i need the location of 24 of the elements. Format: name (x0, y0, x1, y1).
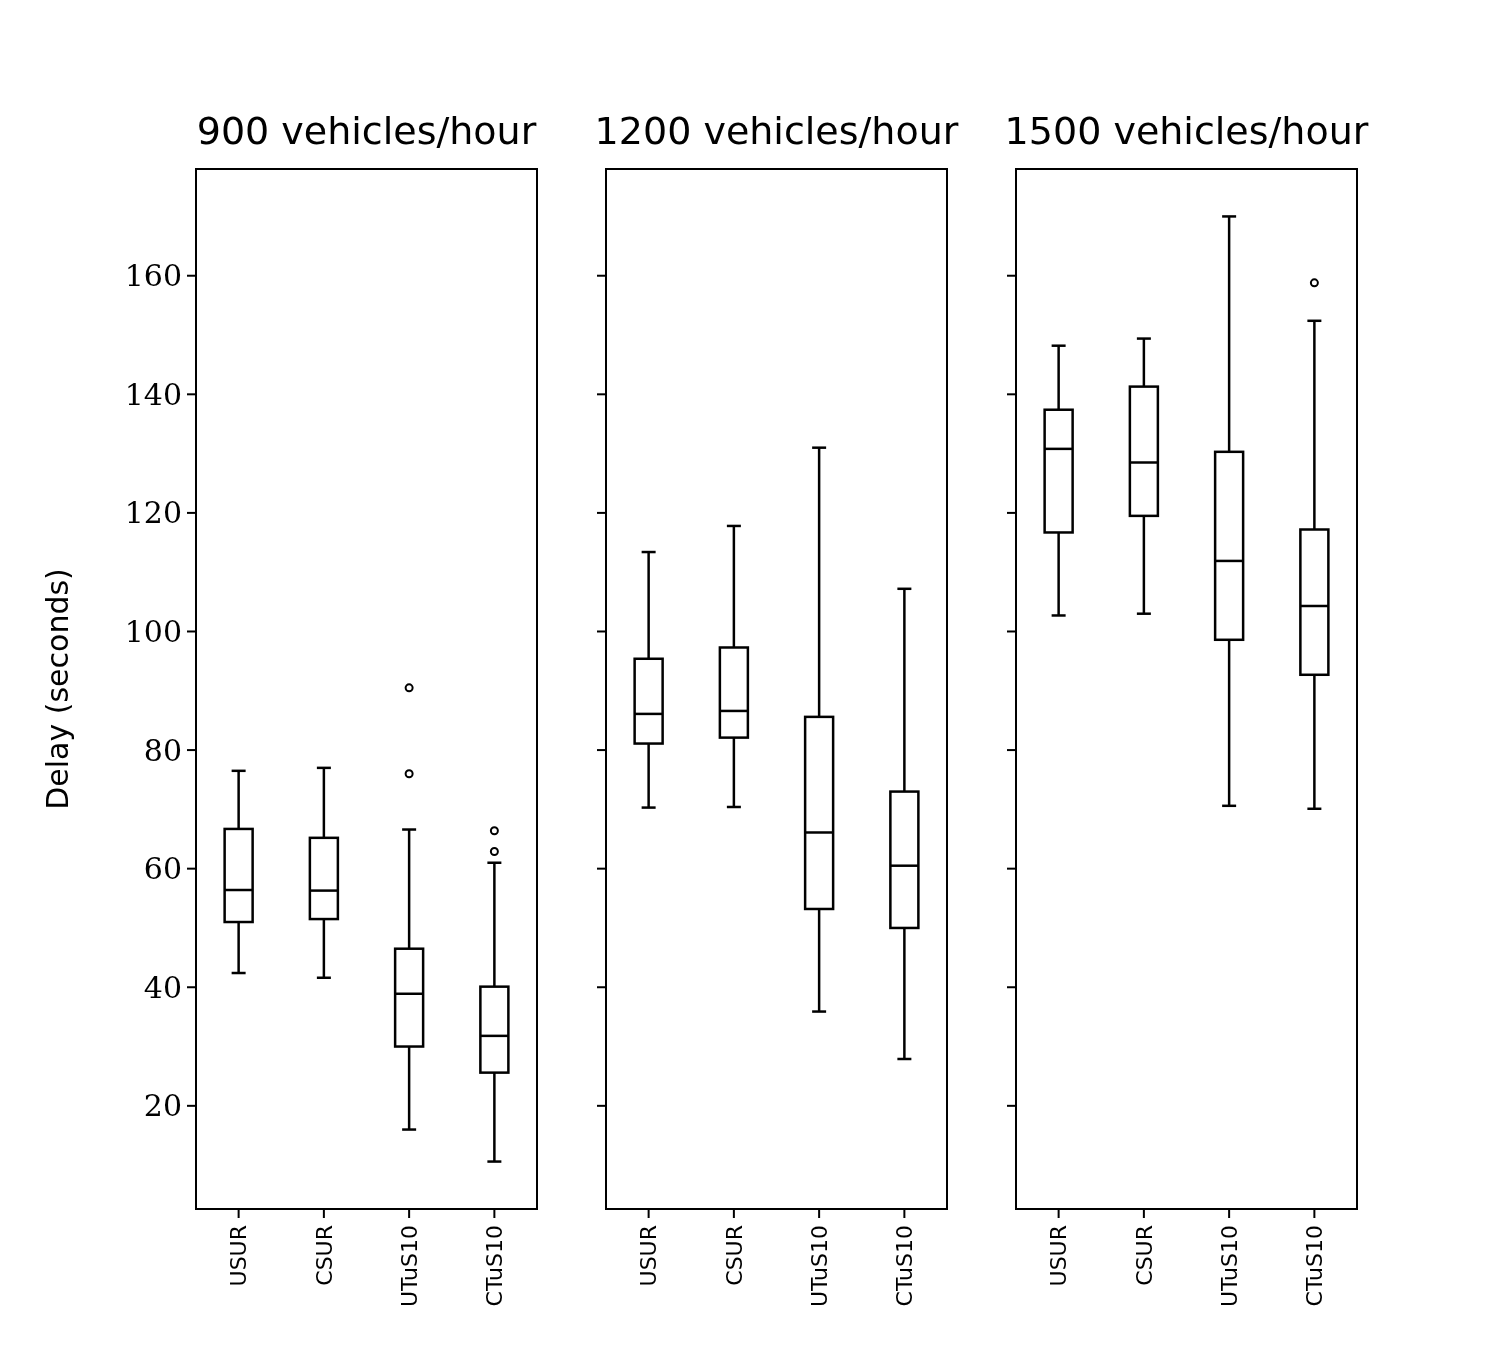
y-tick-label: 100 (124, 613, 182, 649)
y-axis-title: Delay (seconds) (40, 568, 75, 810)
chart-title: 1200 vehicles/hour (594, 109, 959, 153)
x-tick-label: CTuS10 (1302, 1225, 1328, 1307)
y-tick-label: 160 (124, 258, 182, 294)
x-tick-label: UTuS10 (806, 1225, 832, 1308)
y-tick-label: 120 (124, 495, 182, 531)
x-tick-label: CTuS10 (892, 1225, 918, 1307)
x-tick-label: UTuS10 (1216, 1225, 1242, 1308)
x-tick-label: USUR (226, 1225, 252, 1287)
x-tick-label: CTuS10 (482, 1225, 508, 1307)
x-tick-label: CSUR (721, 1225, 747, 1286)
y-tick-label: 20 (143, 1088, 182, 1124)
y-tick-label: 80 (143, 732, 182, 768)
y-tick-label: 140 (124, 376, 182, 412)
y-tick-label: 60 (143, 851, 182, 887)
x-tick-label: CSUR (311, 1225, 337, 1286)
x-tick-label: USUR (1046, 1225, 1072, 1287)
x-tick-label: USUR (636, 1225, 662, 1287)
y-tick-label: 40 (143, 969, 182, 1005)
x-tick-label: UTuS10 (396, 1225, 422, 1308)
chart-title: 900 vehicles/hour (196, 109, 537, 153)
x-tick-label: CSUR (1131, 1225, 1157, 1286)
chart-title: 1500 vehicles/hour (1004, 109, 1369, 153)
